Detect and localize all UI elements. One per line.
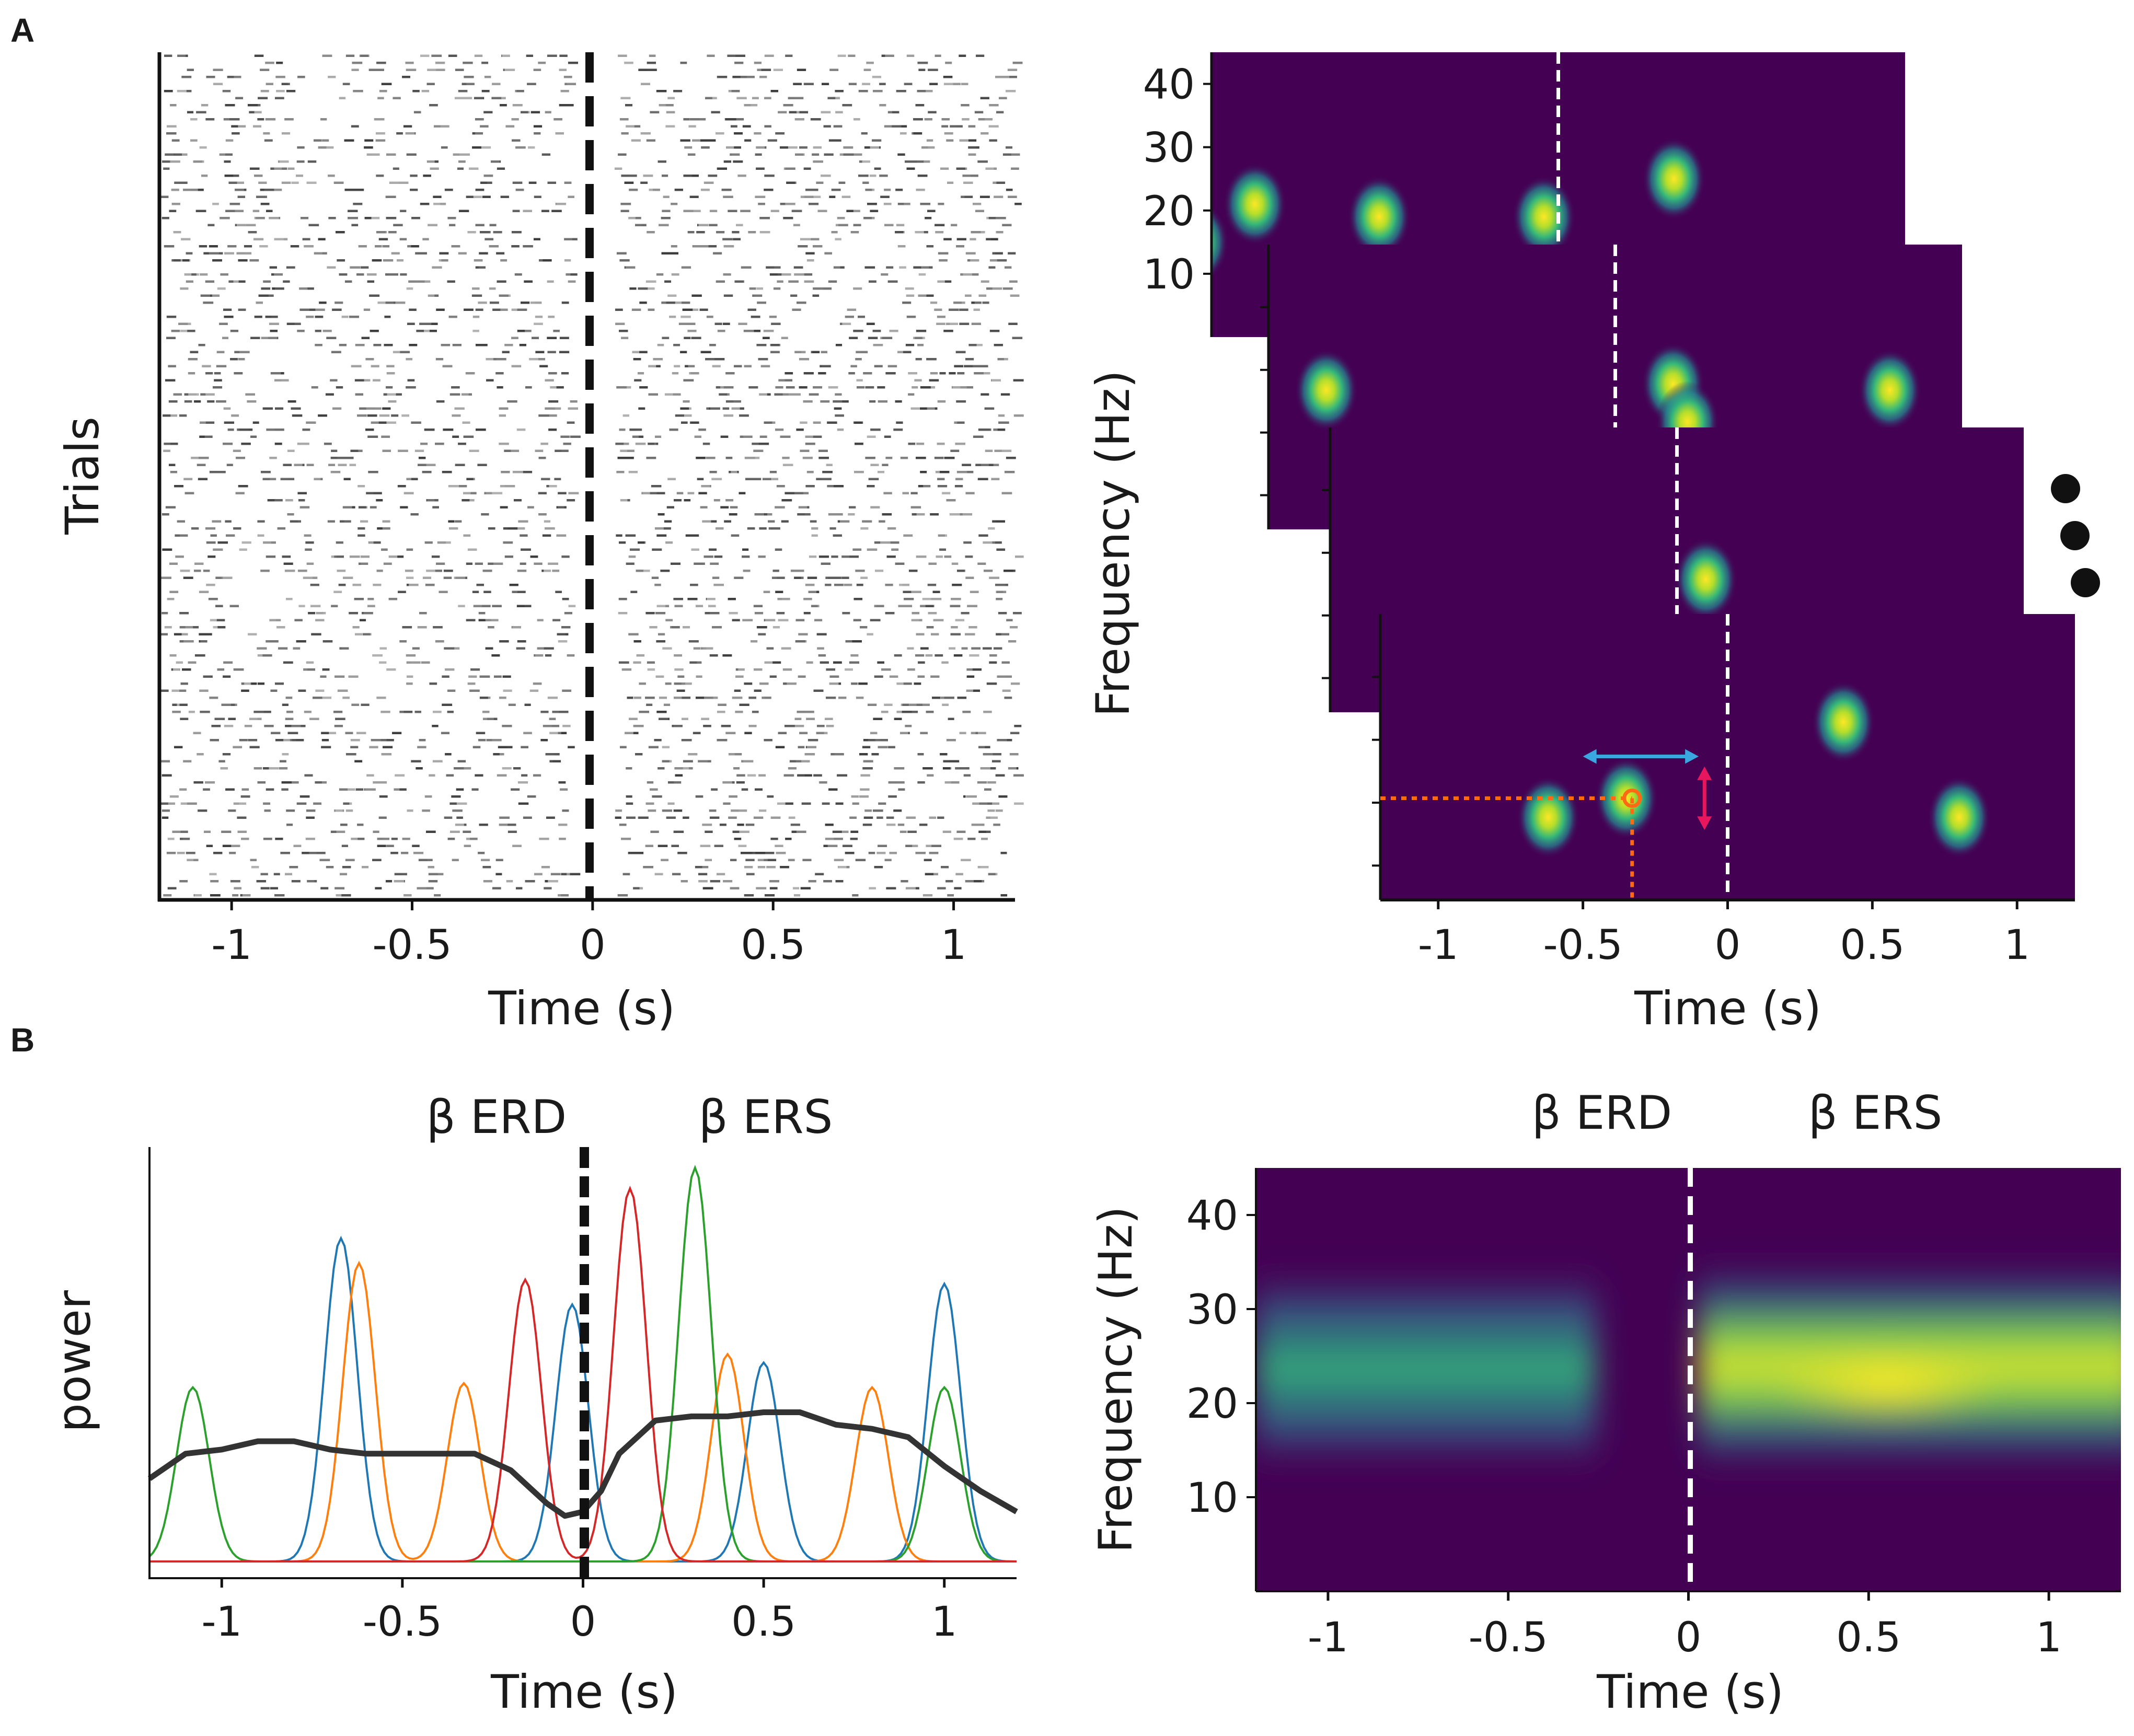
- tfr-x-tick-label: 1: [2036, 1614, 2062, 1661]
- power-xlabel: Time (s): [490, 1665, 678, 1719]
- tfr-y-tick-label: 20: [1186, 1381, 1238, 1428]
- burst-blob: [1295, 349, 1358, 431]
- raster-spikes: [159, 54, 1024, 897]
- power-x-tick-label: -0.5: [363, 1599, 442, 1646]
- power-plot: -1 -0.5 0 0.5 1 β ERD β ERS Time (s) power: [47, 1090, 1018, 1719]
- spectrogram-xlabel: Time (s): [1634, 981, 1821, 1035]
- panel-label-a: A: [10, 11, 34, 49]
- burst-blob: [1812, 681, 1875, 763]
- burst-blob: [1517, 776, 1580, 858]
- tfr-annotation-ers: β ERS: [1808, 1086, 1943, 1140]
- tfr-peak: [1772, 1349, 2002, 1422]
- raster-x-tick-label: 0: [580, 922, 606, 969]
- power-x-tick-label: 0: [570, 1599, 596, 1646]
- burst-blob: [1858, 349, 1921, 431]
- raster-x-tick-label: -1: [211, 922, 252, 969]
- burst-blob: [1928, 776, 1991, 858]
- ellipsis-dot-1: [2051, 474, 2080, 503]
- spectrogram-xticks: -1 -0.5 0 0.5 1: [1418, 900, 2030, 969]
- tfr-y-tick-label: 30: [1186, 1287, 1238, 1334]
- tfr-xticks: -1 -0.5 0 0.5 1: [1308, 1591, 2062, 1661]
- raster-ylabel: Trials: [55, 416, 109, 535]
- tfr-x-tick-label: 0.5: [1836, 1614, 1901, 1661]
- ellipsis-dot-3: [2071, 568, 2100, 597]
- tfr-x-tick-label: -1: [1308, 1614, 1348, 1661]
- tfr-y-tick-label: 40: [1186, 1193, 1238, 1240]
- raster-x-tick-label: 0.5: [741, 922, 805, 969]
- duration-arrowhead-right: [1685, 749, 1699, 764]
- spectrogram-x-tick-label: 0.5: [1840, 922, 1905, 969]
- tfr-x-tick-label: 0: [1676, 1614, 1702, 1661]
- power-x-tick-label: 1: [931, 1599, 958, 1646]
- tfr-annotation-erd: β ERD: [1532, 1086, 1672, 1140]
- spectrogram-x-tick-label: 1: [2004, 922, 2030, 969]
- average-tfr: -1 -0.5 0 0.5 1 40 30 20 10 β ERD β ERS Time (s…: [1089, 1086, 2121, 1719]
- burst-blob: [1642, 138, 1705, 220]
- burst-peak-marker: [1622, 789, 1642, 808]
- spectrogram-y-tick-label: 30: [1143, 125, 1195, 172]
- ellipsis-dot-2: [2060, 521, 2090, 550]
- freq-arrowhead-bottom: [1697, 816, 1712, 830]
- burst-blob: [1212, 206, 1229, 279]
- spectrogram-y-tick-label: 40: [1143, 62, 1195, 109]
- tfr-y-tick-label: 10: [1186, 1475, 1238, 1522]
- power-ylabel: power: [47, 1290, 101, 1432]
- power-annotation-ers: β ERS: [699, 1090, 833, 1144]
- spectrogram-y-tick-label: 10: [1143, 251, 1195, 298]
- raster-x-tick-label: 1: [941, 922, 967, 969]
- burst-blob: [1595, 757, 1658, 839]
- spectrogram-yticks: 40 30 20 10: [1143, 62, 1212, 298]
- power-x-tick-label: 0.5: [731, 1599, 796, 1646]
- burst-blob: [1674, 538, 1737, 620]
- power-x-tick-label: -1: [201, 1599, 242, 1646]
- spectrogram-x-tick-label: 0: [1715, 922, 1741, 969]
- burst-blob: [1223, 163, 1286, 245]
- burst-blob: [1347, 176, 1411, 258]
- spectrogram-y-tick-label: 20: [1143, 188, 1195, 235]
- tfr-band-erd: [1256, 1265, 1596, 1474]
- tfr-xlabel: Time (s): [1596, 1665, 1784, 1719]
- tfr-x-tick-label: -0.5: [1469, 1614, 1548, 1661]
- duration-arrowhead-left: [1583, 749, 1597, 764]
- raster-xticks: -1 -0.5 0 0.5 1: [211, 900, 966, 969]
- power-line-trial-4: [149, 1185, 1017, 1563]
- spectrogram-axes: -1 -0.5 0 0.5 1 40 30 20 10 Time (s) Frequency …: [1086, 62, 2100, 1035]
- trial-spectrogram-4: [1372, 614, 2075, 900]
- power-annotation-erd: β ERD: [426, 1090, 567, 1144]
- spectrogram-stack: [1210, 52, 2075, 900]
- raster-x-tick-label: -0.5: [372, 922, 452, 969]
- tfr-ylabel: Frequency (Hz): [1089, 1206, 1143, 1553]
- power-xticks: -1 -0.5 0 0.5 1: [201, 1578, 958, 1646]
- spectrogram-x-tick-label: -0.5: [1543, 922, 1623, 969]
- raster-plot: -1 -0.5 0 0.5 1 Time (s) Trials: [55, 52, 1024, 1035]
- raster-xlabel: Time (s): [488, 981, 675, 1035]
- spectrogram-x-tick-label: -1: [1418, 922, 1459, 969]
- tfr-yticks: 40 30 20 10: [1186, 1193, 1256, 1522]
- panel-label-b: B: [10, 1021, 34, 1059]
- freq-arrowhead-top: [1697, 766, 1712, 780]
- spectrogram-ylabel: Frequency (Hz): [1086, 370, 1140, 717]
